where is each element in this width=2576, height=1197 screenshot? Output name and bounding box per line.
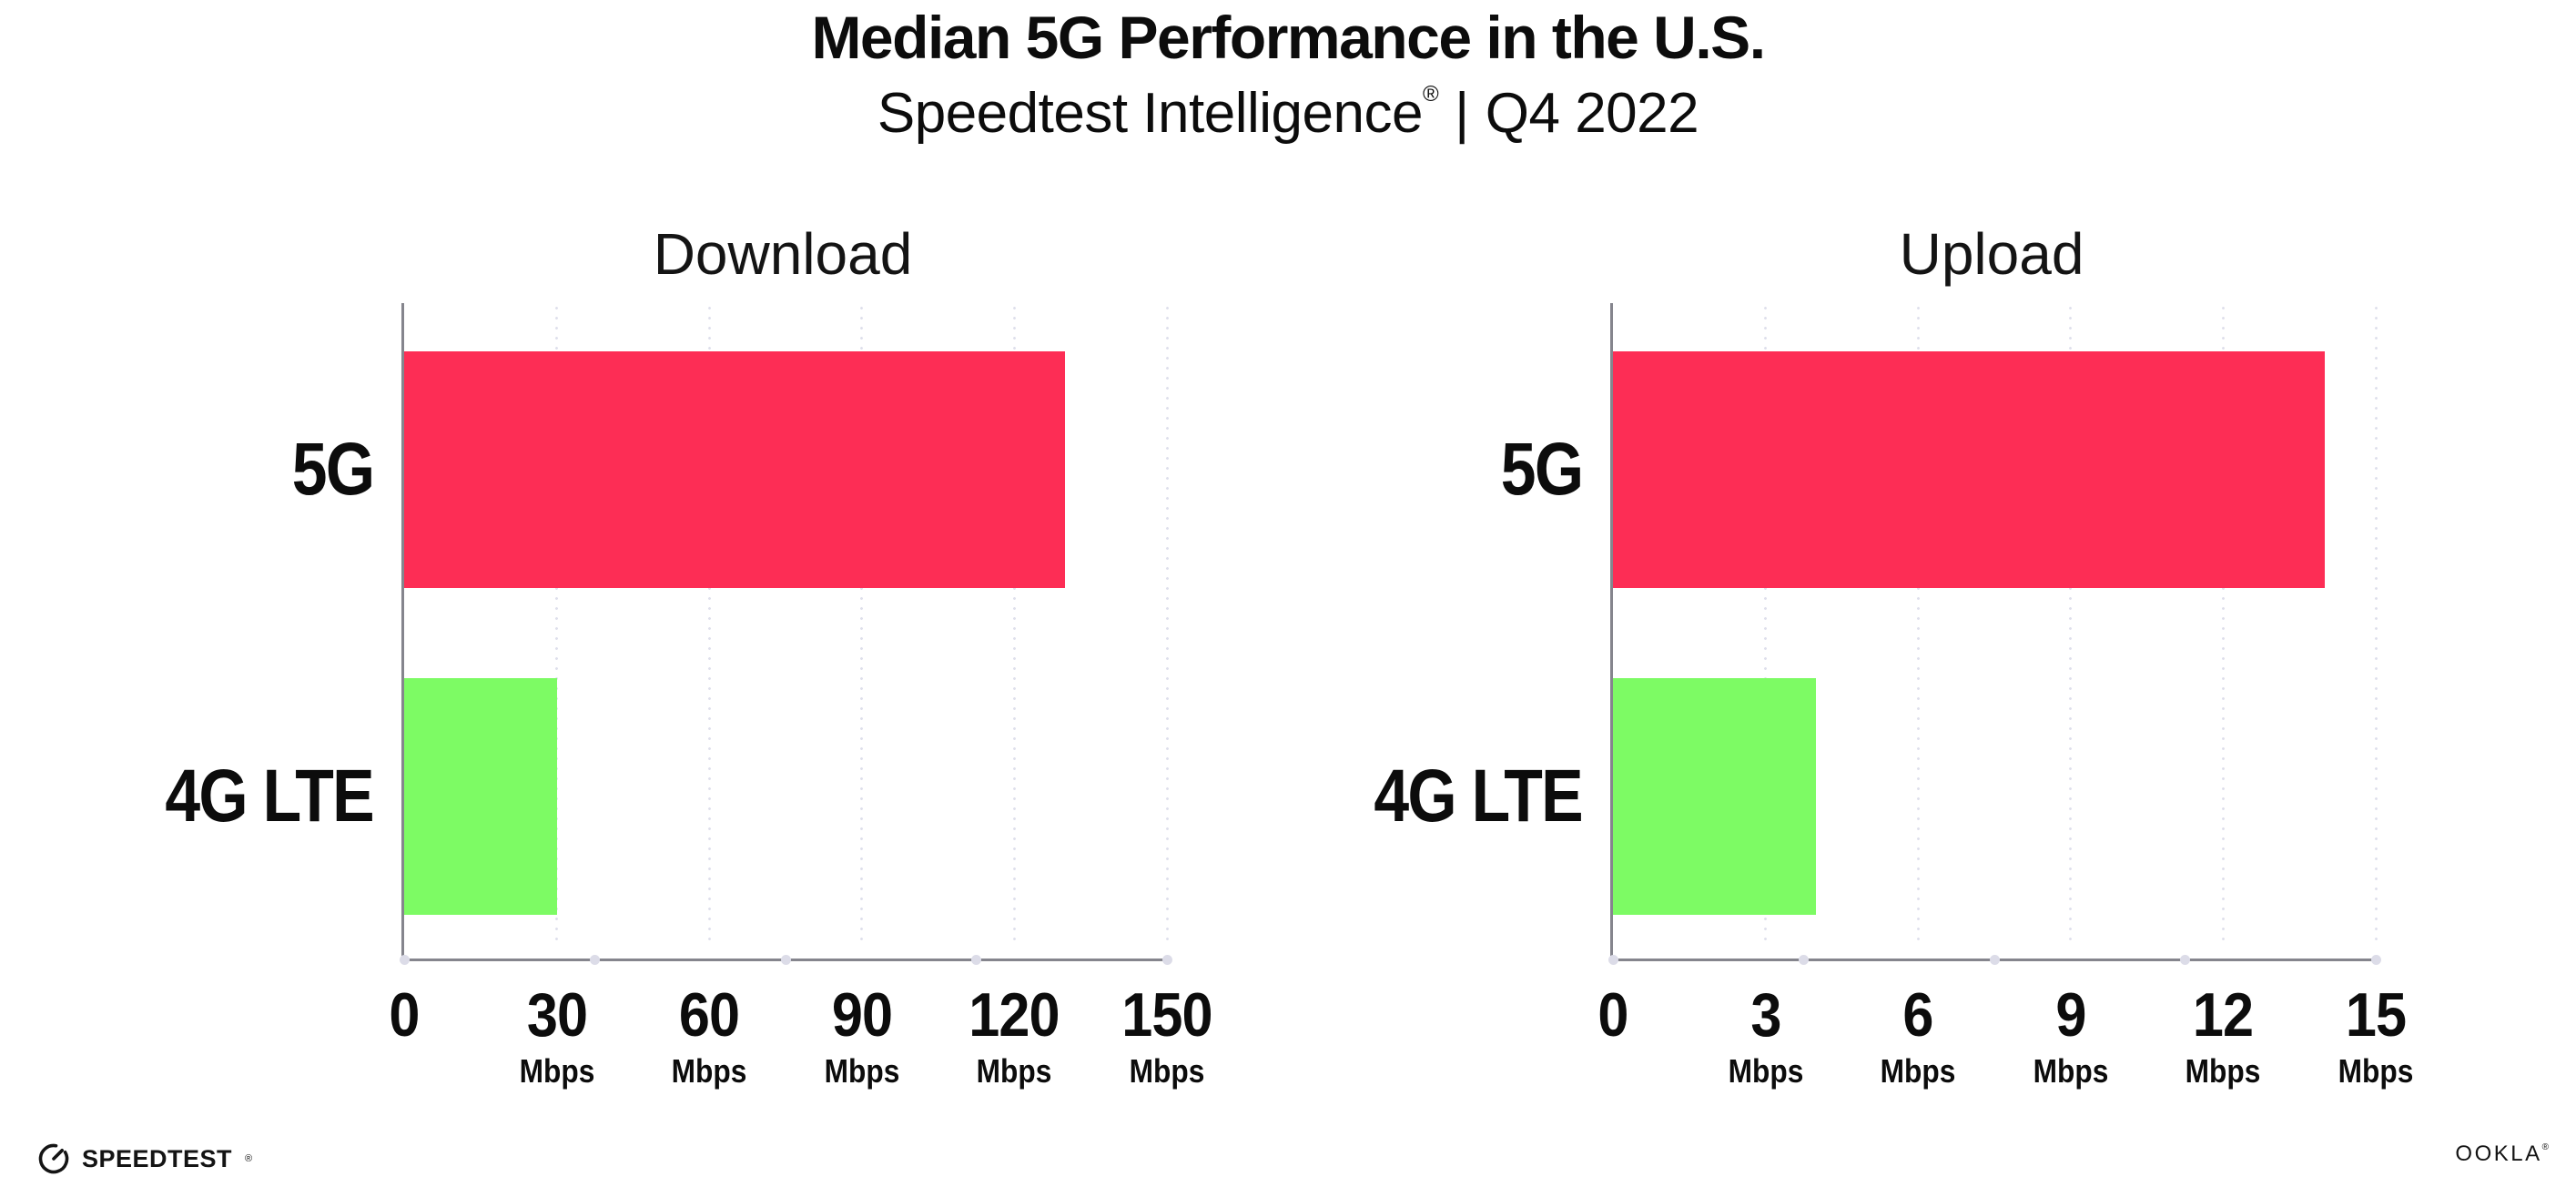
category-label-5g: 5G — [1500, 428, 1583, 511]
axis-tick-dot — [2370, 955, 2381, 965]
axis-tick-dot — [1161, 955, 1172, 965]
x-tick-unit: Mbps — [1728, 1052, 1803, 1090]
category-label-5g: 5G — [291, 428, 374, 511]
x-tick-value: 120 — [969, 980, 1060, 1050]
ookla-logo: OOKLA® — [2455, 1141, 2549, 1167]
x-tick-value: 0 — [389, 980, 420, 1050]
main-title: Median 5G Performance in the U.S. — [811, 4, 1766, 71]
x-tick-90: 90 Mbps — [780, 984, 944, 1088]
gridline-3 — [1764, 303, 1768, 948]
x-tick-value: 12 — [2193, 980, 2254, 1050]
x-tick-3: 3 Mbps — [1684, 984, 1848, 1088]
speedtest-registered-mark-icon: ® — [245, 1153, 253, 1164]
x-tick-unit: Mbps — [2033, 1052, 2109, 1090]
gridline-12 — [2221, 303, 2225, 948]
ookla-registered-mark-icon: ® — [2541, 1142, 2549, 1152]
x-tick-value: 15 — [2345, 980, 2407, 1050]
subtitle-period: Q4 2022 — [1485, 82, 1699, 145]
x-tick-12: 12 Mbps — [2141, 984, 2305, 1088]
gridline-9 — [2069, 303, 2073, 948]
axis-tick-dot — [399, 955, 410, 965]
x-tick-value: 60 — [679, 980, 740, 1050]
gridline-15 — [2374, 303, 2378, 948]
gridline-150 — [1165, 303, 1169, 948]
x-tick-30: 30 Mbps — [475, 984, 639, 1088]
x-tick-150: 150 Mbps — [1085, 984, 1249, 1088]
bar-5g — [1613, 351, 2326, 588]
x-tick-unit: Mbps — [519, 1052, 594, 1090]
x-tick-value: 6 — [1902, 980, 1934, 1050]
x-tick-value: 0 — [1597, 980, 1628, 1050]
chart-title-download: Download — [653, 221, 913, 287]
gridline-30 — [555, 303, 559, 948]
axis-tick-dot — [971, 955, 981, 965]
category-label-4g-lte: 4G LTE — [165, 755, 374, 837]
axis-tick-dot — [2180, 955, 2190, 965]
category-label-4g-lte: 4G LTE — [1374, 755, 1583, 837]
chart-title-upload: Upload — [1899, 221, 2084, 287]
x-tick-unit: Mbps — [671, 1052, 747, 1090]
download-chart: Download 5G 4G LTE 0 30 Mbps 60 Mbps 90 Mbps 120 M… — [165, 225, 1213, 1088]
bar-5g — [404, 351, 1066, 588]
speedtest-gauge-icon — [38, 1143, 69, 1174]
upload-chart: Upload 5G 4G LTE 0 3 Mbps 6 Mbps 9 Mbps 12 Mbps 15 M… — [1374, 225, 2413, 1088]
x-tick-unit: Mbps — [1129, 1052, 1205, 1090]
gridline-90 — [860, 303, 864, 948]
axis-tick-dot — [1989, 955, 2000, 965]
gridline-6 — [1916, 303, 1920, 948]
upload-plot-area: 5G 4G LTE 0 3 Mbps 6 Mbps 9 Mbps 12 Mbps 15 Mbps — [1374, 303, 2413, 1088]
x-tick-value: 9 — [2055, 980, 2086, 1050]
x-tick-value: 30 — [526, 980, 587, 1050]
x-tick-unit: Mbps — [1880, 1052, 1956, 1090]
speedtest-logo-text: SPEEDTEST — [82, 1144, 233, 1172]
x-tick-unit: Mbps — [824, 1052, 900, 1090]
x-tick-120: 120 Mbps — [932, 984, 1096, 1088]
subtitle-brand: Speedtest Intelligence — [877, 82, 1424, 145]
registered-trademark-icon: ® — [1422, 82, 1439, 107]
ookla-logo-text: OOKLA — [2455, 1141, 2542, 1166]
x-tick-unit: Mbps — [2186, 1052, 2261, 1090]
x-tick-0: 0 — [322, 984, 486, 1046]
x-tick-9: 9 Mbps — [1989, 984, 2153, 1088]
bar-4g-lte — [1613, 678, 1817, 915]
axis-tick-dot — [1799, 955, 1809, 965]
subtitle: Speedtest Intelligence® | Q4 2022 — [0, 84, 2576, 142]
x-tick-0: 0 — [1531, 984, 1695, 1046]
download-plot-area: 5G 4G LTE 0 30 Mbps 60 Mbps 90 Mbps 120 Mbps 150 Mbp… — [165, 303, 1213, 1088]
x-tick-value: 3 — [1750, 980, 1781, 1050]
subtitle-separator: | — [1455, 82, 1469, 145]
gridline-120 — [1012, 303, 1016, 948]
x-tick-6: 6 Mbps — [1836, 984, 2000, 1088]
x-tick-60: 60 Mbps — [627, 984, 791, 1088]
x-tick-unit: Mbps — [977, 1052, 1052, 1090]
x-tick-15: 15 Mbps — [2294, 984, 2458, 1088]
x-tick-value: 90 — [831, 980, 893, 1050]
axis-tick-dot — [780, 955, 791, 965]
axis-tick-dot — [590, 955, 600, 965]
bar-4g-lte — [404, 678, 557, 915]
x-tick-unit: Mbps — [2338, 1052, 2414, 1090]
axis-tick-dot — [1607, 955, 1618, 965]
x-tick-value: 150 — [1121, 980, 1212, 1050]
gridline-60 — [707, 303, 711, 948]
speedtest-logo: SPEEDTEST ® — [36, 1141, 252, 1176]
